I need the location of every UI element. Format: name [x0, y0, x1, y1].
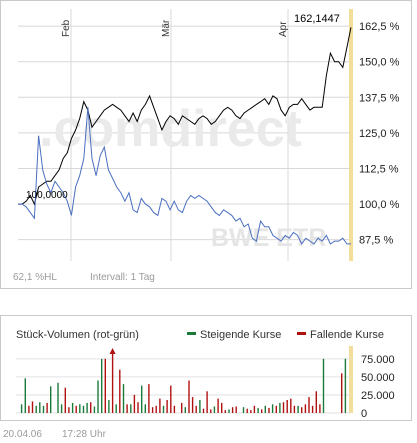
price-series [18, 27, 352, 245]
high-low-text: 62,1 %HL [13, 272, 57, 283]
y-tick-label: 112,5 % [359, 163, 399, 175]
legend-up-label: Steigende Kurse [200, 329, 281, 341]
y-tick-label: 162,5 % [359, 21, 400, 33]
month-label: Apr [278, 21, 289, 37]
footer-date: 20.04.06 [3, 429, 42, 440]
volume-chart: Stück-Volumen (rot-grün) Steigende Kurse… [16, 329, 395, 420]
interval-text: Intervall: 1 Tag [90, 272, 155, 283]
legend-down-label: Fallende Kurse [310, 329, 384, 341]
footer-time: 17:28 Uhr [62, 429, 106, 440]
volume-tick-label: 25.000 [361, 390, 395, 402]
volume-tick-label: 50.000 [361, 372, 395, 384]
volume-tick-label: 0 [361, 408, 367, 420]
volume-y-axis-ticks: 75.000 50.000 25.000 0 [361, 354, 395, 420]
relative-line [18, 107, 351, 245]
legend-down-swatch [297, 332, 306, 335]
volume-title: Stück-Volumen (rot-grün) [16, 329, 139, 341]
volume-chart-panel: Stück-Volumen (rot-grün) Steigende Kurse… [0, 315, 412, 421]
overflow-arrow [109, 348, 116, 354]
y-tick-label: 125,0 % [359, 128, 400, 140]
volume-grid [16, 358, 351, 414]
y-tick-label: 100,0 % [359, 199, 400, 211]
y-tick-label: 137,5 % [359, 92, 400, 104]
month-label: Feb [61, 19, 72, 37]
volume-bars [20, 348, 347, 413]
end-value-label: 162,1447 [294, 13, 340, 25]
month-labels: Feb Mär Apr [61, 19, 289, 37]
watermark-exchange: BWE ETR [211, 224, 326, 252]
price-line [18, 27, 352, 206]
watermark-brand: .comdirect [39, 100, 302, 158]
price-chart-panel: .comdirect BWE ETR Feb Mär Apr 162,5 % 150,… [0, 0, 412, 289]
start-value-label: 100,0000 [26, 190, 68, 201]
y-axis-ticks: 162,5 % 150,0 % 137,5 % 125,0 % 112,5 % 100,0… [359, 21, 400, 247]
legend-up-swatch [187, 332, 196, 335]
price-chart: .comdirect BWE ETR Feb Mär Apr 162,5 % 150,… [13, 9, 400, 283]
y-tick-label: 150,0 % [359, 57, 400, 69]
month-label: Mär [161, 19, 172, 37]
volume-tick-label: 75.000 [361, 354, 395, 366]
y-tick-label: 87,5 % [359, 235, 393, 247]
